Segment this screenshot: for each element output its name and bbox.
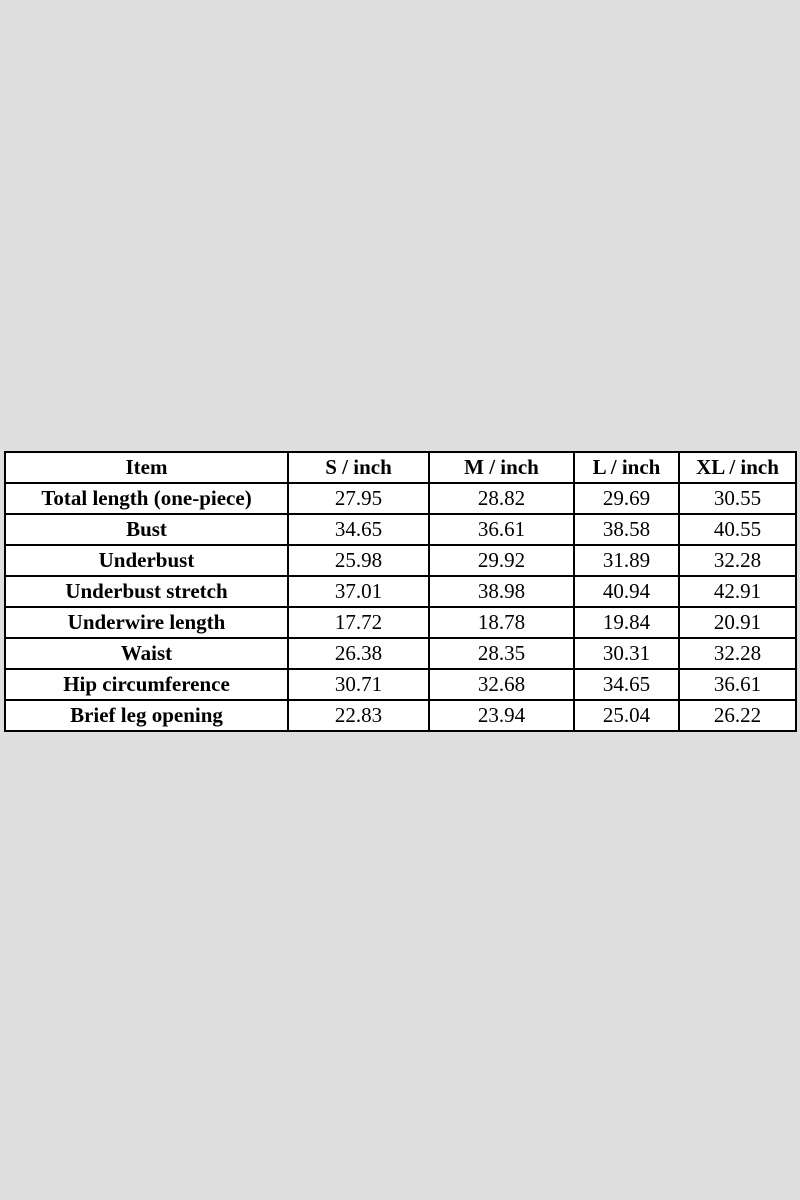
row-label: Total length (one-piece) (4, 482, 289, 515)
column-header-l: L / inch (573, 451, 680, 484)
cell-value: 28.35 (428, 637, 575, 670)
cell-value: 20.91 (678, 606, 797, 639)
table-row: Hip circumference 30.71 32.68 34.65 36.6… (4, 668, 797, 701)
row-label: Waist (4, 637, 289, 670)
cell-value: 32.68 (428, 668, 575, 701)
cell-value: 27.95 (287, 482, 430, 515)
cell-value: 40.94 (573, 575, 680, 608)
cell-value: 42.91 (678, 575, 797, 608)
row-label: Underbust (4, 544, 289, 577)
row-label: Bust (4, 513, 289, 546)
cell-value: 17.72 (287, 606, 430, 639)
cell-value: 19.84 (573, 606, 680, 639)
column-header-item: Item (4, 451, 289, 484)
row-label: Hip circumference (4, 668, 289, 701)
cell-value: 30.31 (573, 637, 680, 670)
table-row: Bust 34.65 36.61 38.58 40.55 (4, 513, 797, 546)
cell-value: 32.28 (678, 637, 797, 670)
table-row: Underwire length 17.72 18.78 19.84 20.91 (4, 606, 797, 639)
cell-value: 34.65 (573, 668, 680, 701)
size-chart-table: Item S / inch M / inch L / inch XL / inc… (4, 451, 797, 732)
cell-value: 26.38 (287, 637, 430, 670)
cell-value: 23.94 (428, 699, 575, 732)
cell-value: 29.92 (428, 544, 575, 577)
cell-value: 38.98 (428, 575, 575, 608)
column-header-m: M / inch (428, 451, 575, 484)
cell-value: 31.89 (573, 544, 680, 577)
cell-value: 22.83 (287, 699, 430, 732)
table-row: Underbust 25.98 29.92 31.89 32.28 (4, 544, 797, 577)
cell-value: 25.04 (573, 699, 680, 732)
cell-value: 34.65 (287, 513, 430, 546)
table-row: Underbust stretch 37.01 38.98 40.94 42.9… (4, 575, 797, 608)
cell-value: 18.78 (428, 606, 575, 639)
table-row: Brief leg opening 22.83 23.94 25.04 26.2… (4, 699, 797, 732)
cell-value: 32.28 (678, 544, 797, 577)
table-row: Total length (one-piece) 27.95 28.82 29.… (4, 482, 797, 515)
row-label: Brief leg opening (4, 699, 289, 732)
cell-value: 26.22 (678, 699, 797, 732)
table-row: Waist 26.38 28.35 30.31 32.28 (4, 637, 797, 670)
cell-value: 36.61 (678, 668, 797, 701)
cell-value: 28.82 (428, 482, 575, 515)
cell-value: 36.61 (428, 513, 575, 546)
column-header-xl: XL / inch (678, 451, 797, 484)
cell-value: 38.58 (573, 513, 680, 546)
cell-value: 30.71 (287, 668, 430, 701)
row-label: Underbust stretch (4, 575, 289, 608)
row-label: Underwire length (4, 606, 289, 639)
column-header-s: S / inch (287, 451, 430, 484)
cell-value: 29.69 (573, 482, 680, 515)
cell-value: 37.01 (287, 575, 430, 608)
header-row: Item S / inch M / inch L / inch XL / inc… (4, 451, 797, 484)
cell-value: 30.55 (678, 482, 797, 515)
cell-value: 25.98 (287, 544, 430, 577)
cell-value: 40.55 (678, 513, 797, 546)
